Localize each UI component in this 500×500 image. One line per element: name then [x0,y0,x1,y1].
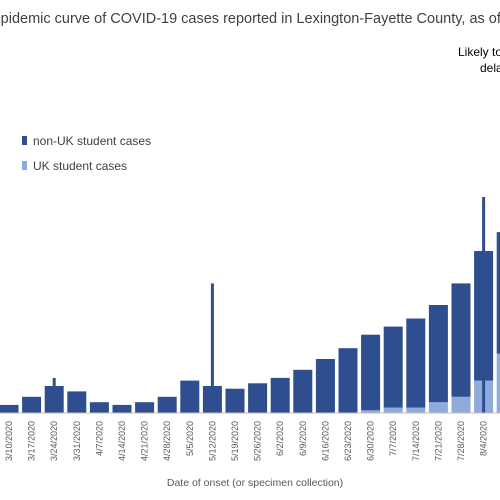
x-tick-label: 7/14/2020 [411,421,421,461]
bar-non-uk-6/23/2020 [338,348,358,413]
x-tick-label: 3/10/2020 [4,421,14,461]
legend-swatch-uk [22,161,27,170]
x-tick-label: 7/28/2020 [456,421,466,461]
bar-non-uk-3/31/2020 [67,391,87,413]
bar-non-uk-4/21/2020 [135,402,155,413]
bar-non-uk-7/14/2020 [406,318,426,408]
x-tick-label: 7/21/2020 [433,421,443,461]
bar-non-uk-7/7/2020 [383,326,403,408]
bar-non-uk-5/19/2020 [225,388,245,413]
x-tick-label: 6/30/2020 [366,421,376,461]
bar-uk-7/21/2020 [428,402,448,413]
bar-uk-7/7/2020 [383,407,403,413]
bar-non-uk-5/5/2020 [180,380,200,413]
bar-uk-8/11/2020 [496,353,500,413]
x-tick-label: 3/24/2020 [49,421,59,461]
peak-bar-5/12/2020 [210,283,214,413]
x-axis-label: Date of onset (or specimen collection) [167,477,343,489]
bar-non-uk-4/14/2020 [112,404,132,413]
x-tick-label: 5/12/2020 [207,421,217,461]
bar-uk-7/28/2020 [451,396,471,413]
x-tick-label: 4/28/2020 [162,421,172,461]
x-tick-label: 3/17/2020 [27,421,37,461]
peak-bar-8/4/2020 [482,197,486,413]
chart-title: Epidemic curve of COVID-19 cases reporte… [0,11,500,27]
legend-label-uk: UK student cases [33,159,127,173]
x-tick-label: 3/31/2020 [72,421,82,461]
peak-bar-3/24/2020 [52,377,56,413]
x-tick-label: 5/5/2020 [185,421,195,456]
bar-uk-6/30/2020 [361,410,381,413]
bar-non-uk-3/17/2020 [22,396,42,413]
bar-non-uk-6/2/2020 [270,377,290,413]
legend-swatch-non-uk [22,136,27,145]
x-tick-label: 6/2/2020 [275,421,285,456]
annotation-line-1: Likely to [458,45,500,59]
x-tick-label: 4/21/2020 [140,421,150,461]
bars-layer [0,197,500,413]
bar-non-uk-7/28/2020 [451,283,471,397]
bar-non-uk-8/11/2020 [496,232,500,354]
annotation-line-2: delay [480,61,500,75]
bar-non-uk-4/7/2020 [89,402,109,413]
x-tick-label: 6/9/2020 [298,421,308,456]
x-tick-label: 8/4/2020 [479,421,489,456]
bar-non-uk-6/9/2020 [293,369,313,413]
bar-non-uk-7/21/2020 [428,305,448,403]
x-tick-label: 4/14/2020 [117,421,127,461]
x-tick-label: 5/26/2020 [253,421,263,461]
bar-non-uk-6/16/2020 [315,359,335,413]
bar-non-uk-5/26/2020 [248,383,268,413]
x-tick-label: 4/7/2020 [94,421,104,456]
x-tick-label: 7/7/2020 [388,421,398,456]
bar-uk-7/14/2020 [406,407,426,413]
x-tick-label: 5/19/2020 [230,421,240,461]
bar-non-uk-6/30/2020 [361,334,381,411]
x-tick-label: 6/23/2020 [343,421,353,461]
bar-non-uk-3/10/2020 [0,404,19,413]
bar-non-uk-4/28/2020 [157,396,177,413]
x-tick-label: 6/16/2020 [320,421,330,461]
legend-label-non-uk: non-UK student cases [33,134,151,148]
x-tick-labels: 3/10/2020 3/17/2020 3/24/2020 3/31/2020 4/7/… [4,421,489,461]
